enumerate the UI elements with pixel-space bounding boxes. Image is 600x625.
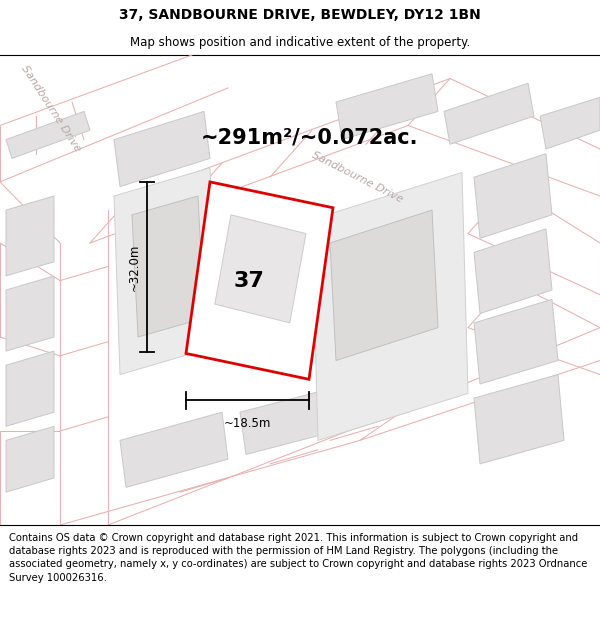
- Text: Sandbourne Drive: Sandbourne Drive: [310, 150, 404, 204]
- Polygon shape: [6, 351, 54, 426]
- Text: 37, SANDBOURNE DRIVE, BEWDLEY, DY12 1BN: 37, SANDBOURNE DRIVE, BEWDLEY, DY12 1BN: [119, 8, 481, 22]
- Text: Map shows position and indicative extent of the property.: Map shows position and indicative extent…: [130, 36, 470, 49]
- Polygon shape: [132, 196, 204, 337]
- Text: Contains OS data © Crown copyright and database right 2021. This information is : Contains OS data © Crown copyright and d…: [9, 533, 587, 582]
- Polygon shape: [6, 276, 54, 351]
- Polygon shape: [474, 154, 552, 238]
- Polygon shape: [6, 426, 54, 492]
- Polygon shape: [114, 168, 216, 374]
- Polygon shape: [474, 299, 558, 384]
- Polygon shape: [186, 182, 333, 379]
- Polygon shape: [474, 229, 552, 314]
- Text: ~18.5m: ~18.5m: [224, 417, 271, 430]
- Polygon shape: [336, 74, 438, 139]
- Text: Sandbourne Drive: Sandbourne Drive: [19, 64, 83, 154]
- Text: 37: 37: [233, 271, 265, 291]
- Polygon shape: [444, 83, 534, 144]
- Polygon shape: [540, 98, 600, 149]
- Polygon shape: [474, 374, 564, 464]
- Text: ~291m²/~0.072ac.: ~291m²/~0.072ac.: [201, 127, 419, 148]
- Polygon shape: [6, 111, 90, 158]
- Polygon shape: [240, 389, 336, 454]
- Polygon shape: [114, 111, 210, 187]
- Polygon shape: [312, 173, 468, 441]
- Polygon shape: [6, 196, 54, 276]
- Text: ~32.0m: ~32.0m: [127, 243, 140, 291]
- Polygon shape: [120, 412, 228, 488]
- Polygon shape: [215, 215, 306, 323]
- Polygon shape: [342, 370, 408, 431]
- Polygon shape: [330, 210, 438, 361]
